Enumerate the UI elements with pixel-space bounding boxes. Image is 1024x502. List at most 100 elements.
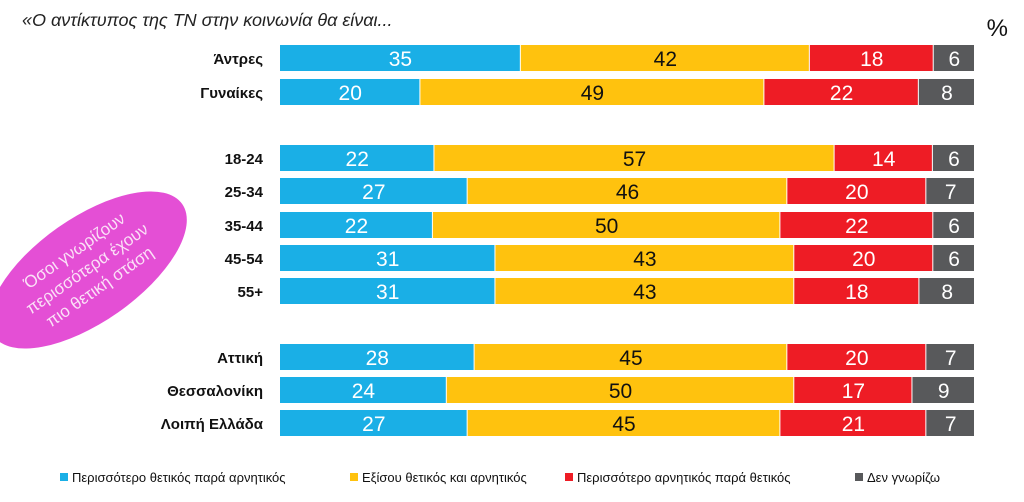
bar-segment — [933, 45, 974, 71]
bar-segment — [280, 410, 467, 436]
data-label: 27 — [362, 181, 385, 204]
category-label: Θεσσαλονίκη — [167, 383, 263, 400]
data-label: 28 — [366, 347, 389, 370]
category-label: 35-44 — [225, 218, 264, 235]
data-label: 18 — [860, 48, 883, 71]
data-label: 22 — [845, 215, 868, 238]
data-label: 49 — [581, 82, 604, 105]
data-label: 24 — [352, 380, 376, 403]
data-label: 31 — [376, 281, 399, 304]
annotation-ellipse — [0, 191, 187, 349]
data-label: 18 — [845, 281, 868, 304]
bar-segment — [280, 45, 520, 71]
bar-segment — [794, 278, 919, 304]
bar-segment — [764, 79, 918, 105]
category-label: Αττική — [217, 350, 263, 367]
data-label: 7 — [945, 181, 957, 204]
bar-segment — [280, 278, 495, 304]
legend-swatch — [350, 473, 358, 481]
data-label: 20 — [339, 82, 362, 105]
data-label: 17 — [842, 380, 865, 403]
category-label: Λοιπή Ελλάδα — [161, 416, 264, 433]
data-label: 21 — [842, 413, 865, 436]
bar-segment — [918, 79, 974, 105]
data-label: 31 — [376, 248, 399, 271]
data-label: 6 — [949, 48, 961, 71]
bar-segment — [432, 212, 780, 238]
data-label: 50 — [595, 215, 618, 238]
legend-label: Εξίσου θετικός και αρνητικός — [362, 470, 527, 485]
data-label: 42 — [654, 48, 677, 71]
chart-title: «Ο αντίκτυπος της ΤΝ στην κοινωνία θα εί… — [22, 10, 393, 30]
category-label: 45-54 — [225, 251, 264, 268]
bar-segment — [495, 245, 794, 271]
bar-segment — [809, 45, 933, 71]
category-label: 25-34 — [225, 184, 264, 201]
bar-segment — [420, 79, 764, 105]
data-label: 7 — [945, 413, 957, 436]
data-label: 9 — [938, 380, 950, 403]
bar-segment — [280, 79, 420, 105]
data-label: 6 — [948, 148, 960, 171]
bar-segment — [467, 410, 780, 436]
data-label: 45 — [612, 413, 635, 436]
data-label: 22 — [830, 82, 853, 105]
bar-segment — [495, 278, 794, 304]
category-label: Γυναίκες — [200, 85, 263, 102]
category-label: 55+ — [238, 284, 264, 301]
bar-segment — [280, 377, 446, 403]
bar-segment — [834, 145, 932, 171]
bar-segment — [280, 245, 495, 271]
bar-segment — [919, 278, 974, 304]
data-label: 45 — [619, 347, 642, 370]
data-label: 7 — [945, 347, 957, 370]
bar-segment — [780, 410, 926, 436]
unit-label: % — [987, 15, 1008, 42]
data-label: 8 — [941, 281, 953, 304]
bar-segment — [926, 410, 974, 436]
data-label: 43 — [633, 281, 656, 304]
legend-label: Περισσότερο αρνητικός παρά θετικός — [577, 470, 791, 485]
category-label: Άντρες — [213, 51, 263, 68]
legend-label: Δεν γνωρίζω — [867, 470, 940, 485]
legend-swatch — [855, 473, 863, 481]
bar-segment — [933, 245, 974, 271]
data-label: 20 — [845, 181, 868, 204]
data-label: 35 — [389, 48, 412, 71]
bar-segment — [912, 377, 974, 403]
bar-segment — [474, 344, 787, 370]
data-label: 20 — [852, 248, 875, 271]
bar-segment — [787, 178, 926, 204]
legend-swatch — [60, 473, 68, 481]
bar-segment — [280, 145, 434, 171]
bar-segment — [794, 377, 912, 403]
category-label: 18-24 — [225, 151, 264, 168]
data-label: 50 — [609, 380, 632, 403]
bar-segment — [933, 212, 974, 238]
bar-segment — [520, 45, 809, 71]
bar-segment — [280, 212, 432, 238]
bar-segment — [280, 178, 467, 204]
bar-segment — [780, 212, 933, 238]
legend-swatch — [565, 473, 573, 481]
bar-segment — [926, 344, 974, 370]
data-label: 14 — [872, 148, 896, 171]
data-label: 8 — [941, 82, 953, 105]
data-label: 57 — [623, 148, 646, 171]
bar-segment — [446, 377, 794, 403]
data-label: 22 — [346, 148, 369, 171]
data-label: 20 — [845, 347, 868, 370]
bar-segment — [467, 178, 787, 204]
legend-label: Περισσότερο θετικός παρά αρνητικός — [72, 470, 286, 485]
data-label: 46 — [616, 181, 639, 204]
data-label: 6 — [948, 215, 960, 238]
data-label: 27 — [362, 413, 385, 436]
bar-segment — [434, 145, 834, 171]
bar-segment — [787, 344, 926, 370]
bar-segment — [280, 344, 474, 370]
data-label: 43 — [633, 248, 656, 271]
bar-segment — [932, 145, 974, 171]
